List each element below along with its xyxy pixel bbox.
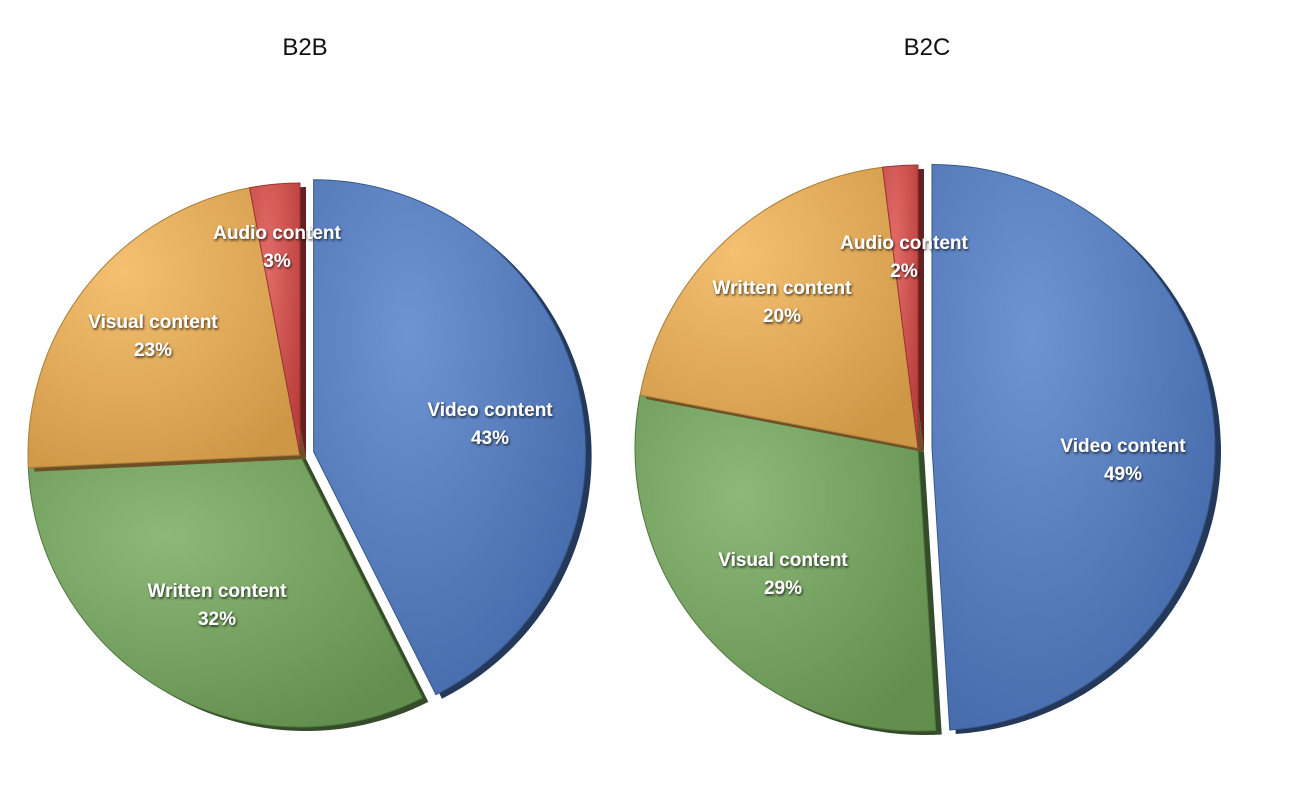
slice-value-written-content: 20%: [763, 306, 801, 327]
slice-label-visual-content: Visual content: [718, 550, 848, 571]
pie-slice-visual-content: [634, 394, 937, 732]
pie-slice-audio-content: [248, 182, 301, 456]
slice-value-video-content: 49%: [1104, 464, 1142, 485]
pie-chart-b2b: B2B Video content 43% Written content 32% Vis…: [27, 34, 592, 732]
chart-title: B2C: [904, 34, 951, 61]
pie-slice-visual-content: [27, 187, 301, 469]
slice-label-audio-content: Audio content: [840, 233, 968, 254]
chart-title: B2B: [282, 34, 327, 61]
slice-label-audio-content: Audio content: [213, 223, 341, 244]
slice-label-written-content: Written content: [148, 581, 288, 602]
slice-value-audio-content: 3%: [263, 251, 291, 272]
pie-slice-audio-content: [881, 164, 919, 449]
slice-value-video-content: 43%: [471, 428, 509, 449]
pie-slice-written-content: [27, 454, 424, 728]
slice-value-visual-content: 29%: [764, 578, 802, 599]
slice-label-written-content: Written content: [713, 278, 853, 299]
pie-chart-b2c: B2C Video content 49% Visual content 29% Writ…: [634, 34, 1221, 735]
slice-value-visual-content: 23%: [134, 340, 172, 361]
pie-slice-video-content: [313, 179, 587, 696]
slice-label-visual-content: Visual content: [88, 312, 218, 333]
pie-slice-written-content: [639, 166, 919, 449]
pie-slice-video-content: [931, 164, 1216, 731]
slice-label-video-content: Video content: [1060, 436, 1186, 457]
slice-value-audio-content: 2%: [890, 261, 918, 282]
slice-value-written-content: 32%: [198, 609, 236, 630]
slice-label-video-content: Video content: [427, 400, 553, 421]
